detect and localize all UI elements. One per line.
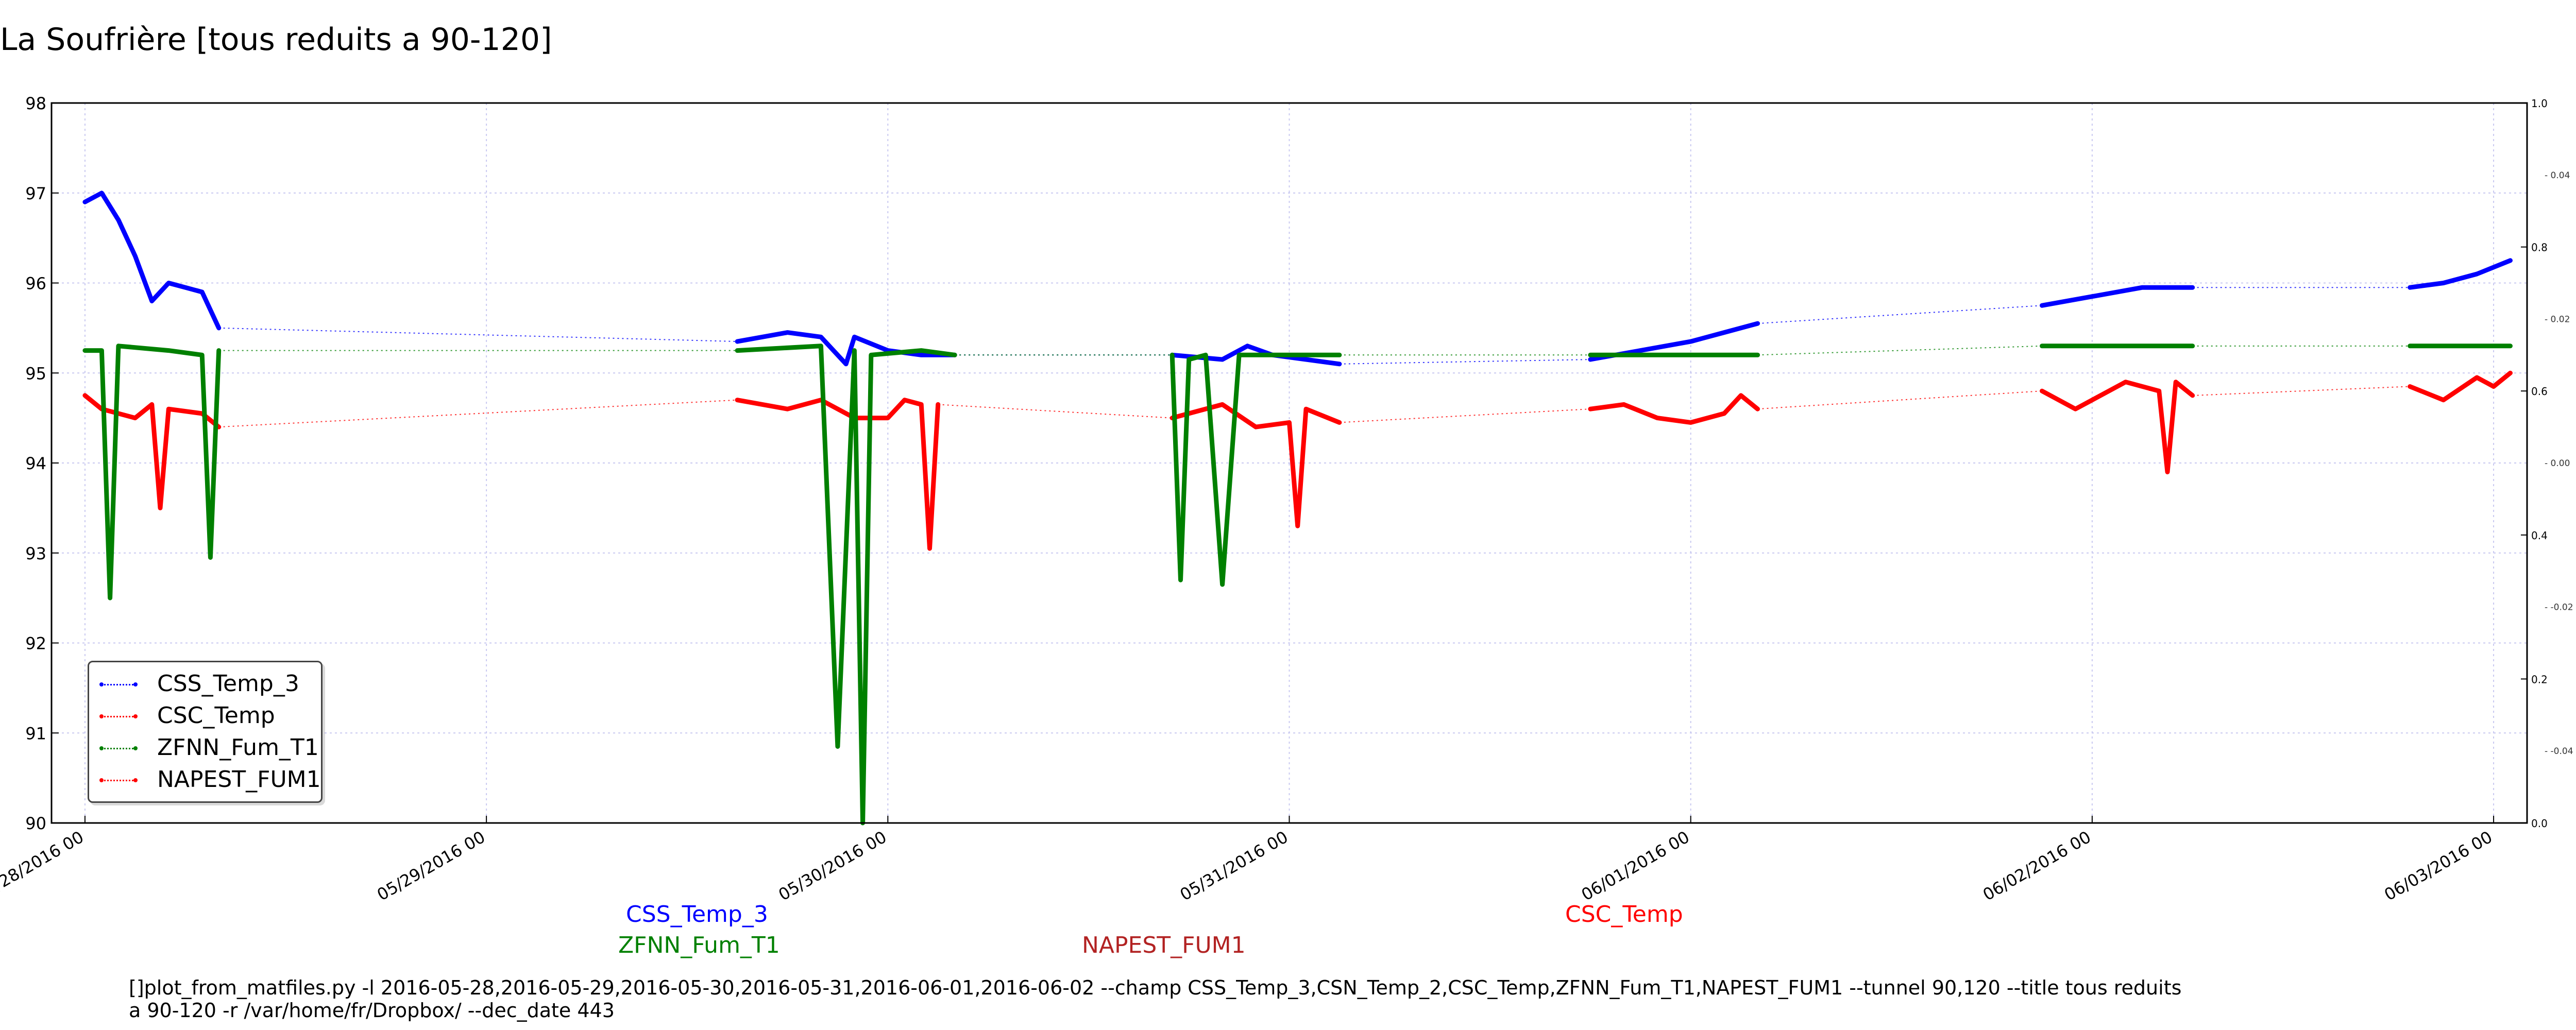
y3-tick-label: - -0.02: [2545, 603, 2573, 613]
y-tick-label: 93: [25, 544, 46, 563]
series-connector-csc-temp: [1339, 408, 1590, 423]
y-tick-label: 92: [25, 634, 46, 654]
x-tick-label: 05/31/2016 00: [1177, 827, 1292, 905]
y-tick-label: 91: [25, 724, 46, 743]
series-line-csc-temp: [2040, 380, 2195, 474]
legend-item-css-temp-3: CSS_Temp_3: [89, 668, 321, 700]
y2-tick-label: 0.2: [2531, 673, 2548, 685]
grid-lines: [52, 102, 2527, 823]
y-tick-label: 97: [25, 184, 46, 203]
x-tick-label: 06/01/2016 00: [1578, 827, 1693, 905]
series-connector-css-temp-3: [1757, 305, 2042, 324]
series-connector-csc-temp: [2192, 386, 2410, 396]
series-connector-zfnn-fum-t1: [1757, 345, 2042, 356]
legend-item-zfnn-fum-t1: ZFNN_Fum_T1: [89, 732, 321, 764]
legend-label-zfnn-fum-t1: ZFNN_Fum_T1: [157, 734, 319, 761]
series-label-csc-temp: CSC_Temp: [1565, 901, 1683, 928]
legend-swatch-napest-fum1: [99, 778, 138, 782]
legend: CSS_Temp_3 CSC_Temp ZFNN_Fum_T1 NAPEST_F…: [88, 661, 323, 803]
legend-item-csc-temp: CSC_Temp: [89, 700, 321, 732]
legend-label-csc-temp: CSC_Temp: [157, 702, 275, 729]
series-line-zfnn-fum-t1: [82, 344, 222, 600]
chart-title: La Soufrière [tous reduits a 90-120]: [0, 22, 552, 58]
y2-tick-label: 0.0: [2531, 817, 2548, 830]
legend-swatch-css-temp-3: [99, 682, 138, 686]
legend-swatch-zfnn-fum-t1: [99, 746, 138, 750]
series-connector-csc-temp: [938, 404, 1173, 419]
series-layer: [82, 191, 2513, 826]
series-line-csc-temp: [1170, 402, 1342, 528]
y2-tick-label: 0.4: [2531, 529, 2548, 542]
series-line-csc-temp: [82, 393, 222, 510]
y-axis: 90 91 92 93 94 95 96 97 98: [25, 94, 59, 833]
series-label-napest-fum1: NAPEST_FUM1: [1082, 932, 1246, 958]
legend-swatch-csc-temp: [99, 714, 138, 718]
command-line-text: []plot_from_matfiles.py -l 2016-05-28,20…: [129, 976, 2182, 1022]
series-line-css-temp-3: [82, 191, 222, 331]
series-line-zfnn-fum-t1: [735, 344, 957, 826]
series-label-css-temp-3: CSS_Temp_3: [626, 901, 768, 928]
legend-item-napest-fum1: NAPEST_FUM1: [89, 764, 321, 796]
y3-tick-label: - -0.04: [2545, 746, 2573, 757]
series-line-css-temp-3: [2408, 258, 2513, 290]
x-tick-label: 06/02/2016 00: [1979, 827, 2094, 905]
secondary-y-axis: 0.0 0.2 0.4 0.6 0.8 1.0 - 0.04 - 0.02 - 0.00 - -0…: [2521, 97, 2573, 830]
x-tick-label: 05/30/2016 00: [775, 827, 890, 905]
y2-tick-label: 1.0: [2531, 97, 2548, 110]
x-tick-label: 06/03/2016 00: [2381, 827, 2496, 905]
y-tick-label: 95: [25, 364, 46, 383]
y2-tick-label: 0.8: [2531, 242, 2548, 254]
series-line-zfnn-fum-t1: [1170, 352, 1342, 587]
y-tick-label: 98: [25, 94, 46, 113]
series-connector-css-temp-3: [218, 327, 738, 342]
y-tick-label: 96: [25, 274, 46, 294]
y3-tick-label: - 0.02: [2545, 314, 2570, 324]
series-line-css-temp-3: [735, 330, 957, 367]
x-tick-label: 05/29/2016 00: [374, 827, 488, 905]
series-line-css-temp-3: [1170, 344, 1342, 367]
series-connector-css-temp-3: [1339, 359, 1590, 365]
series-line-css-temp-3: [2040, 285, 2195, 308]
x-axis: 05/28/2016 00 05/29/2016 00 05/30/2016 00 0…: [0, 816, 2496, 905]
legend-label-css-temp-3: CSS_Temp_3: [157, 671, 299, 697]
y3-tick-label: - 0.00: [2545, 458, 2570, 469]
y3-tick-label: - 0.04: [2545, 170, 2570, 181]
legend-label-napest-fum1: NAPEST_FUM1: [157, 766, 321, 793]
x-tick-label: 05/28/2016 00: [0, 827, 87, 905]
y2-tick-label: 0.6: [2531, 385, 2548, 398]
series-label-zfnn-fum-t1: ZFNN_Fum_T1: [618, 932, 780, 958]
y-tick-label: 94: [25, 454, 46, 473]
series-line-csc-temp: [1588, 393, 1760, 425]
series-connector-csc-temp: [218, 399, 738, 428]
y-tick-label: 90: [25, 814, 46, 833]
series-line-csc-temp: [735, 398, 941, 551]
series-line-csc-temp: [2408, 370, 2513, 403]
series-connector-csc-temp: [1757, 390, 2042, 410]
